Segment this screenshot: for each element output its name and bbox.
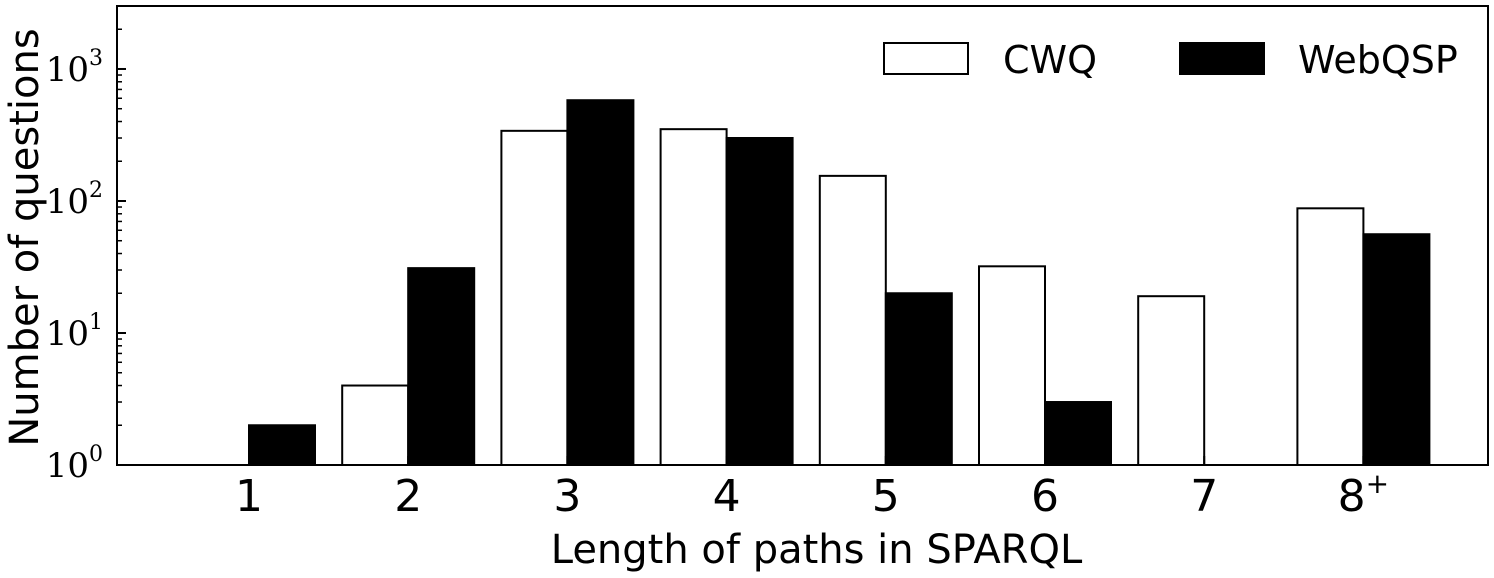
legend: CWQ WebQSP bbox=[883, 38, 1458, 82]
x-tick-label: 5 bbox=[872, 471, 900, 522]
bar-webqsp-4 bbox=[725, 137, 794, 467]
bar-cwq-8 bbox=[1296, 207, 1365, 466]
bar-cwq-4 bbox=[659, 128, 728, 466]
bar-webqsp-2 bbox=[407, 267, 476, 466]
y-tick-label: 100 bbox=[46, 442, 103, 486]
bar-webqsp-6 bbox=[1044, 401, 1112, 466]
x-tick-label: 6 bbox=[1031, 471, 1059, 522]
x-tick-label: 2 bbox=[394, 471, 422, 522]
bar-webqsp-8 bbox=[1362, 233, 1431, 466]
x-tick-label: 1 bbox=[235, 471, 263, 522]
bar-cwq-5 bbox=[818, 174, 887, 466]
x-tick-label: 7 bbox=[1190, 471, 1218, 522]
x-axis: 1 2 3 4 5 6 7 8+ bbox=[235, 456, 1389, 522]
y-axis-title: Number of questions bbox=[2, 28, 48, 446]
bars-group bbox=[248, 99, 1431, 467]
x-tick-label: 3 bbox=[553, 471, 581, 522]
bar-webqsp-1 bbox=[248, 424, 316, 466]
y-axis: 100 101 102 103 bbox=[46, 5, 126, 486]
bar-webqsp-3 bbox=[566, 99, 635, 467]
y-tick-label: 103 bbox=[46, 46, 103, 90]
x-axis-title: Length of paths in SPARQL bbox=[551, 527, 1083, 573]
bar-cwq-2 bbox=[341, 384, 410, 467]
legend-swatch-cwq bbox=[883, 42, 969, 75]
legend-label-webqsp: WebQSP bbox=[1298, 38, 1458, 82]
bar-cwq-7 bbox=[1137, 295, 1206, 466]
legend-swatch-webqsp bbox=[1179, 42, 1265, 75]
x-tick-label: 8+ bbox=[1338, 467, 1389, 522]
bar-webqsp-5 bbox=[884, 292, 953, 466]
bar-cwq-6 bbox=[978, 265, 1046, 466]
plot-frame bbox=[116, 5, 1489, 466]
x-tick-label: 4 bbox=[713, 471, 741, 522]
y-tick-label: 101 bbox=[46, 310, 103, 354]
bar-cwq-3 bbox=[500, 129, 569, 466]
legend-label-cwq: CWQ bbox=[1003, 38, 1097, 82]
y-tick-label: 102 bbox=[46, 178, 103, 222]
